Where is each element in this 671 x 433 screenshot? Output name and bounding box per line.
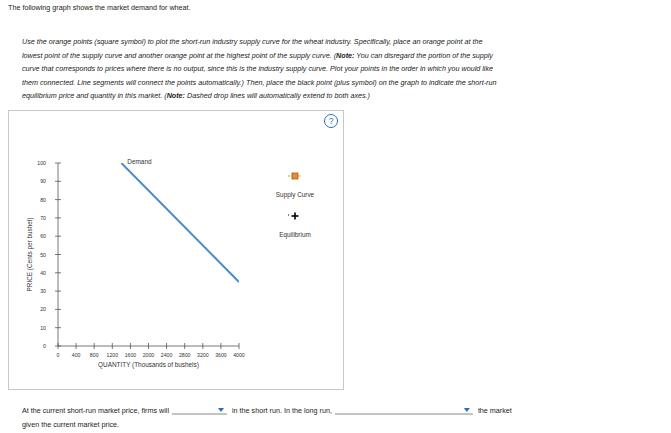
x-tick [166,343,167,349]
x-tick [94,343,95,349]
x-tick [202,343,203,349]
instruction-run: them connected. Line segments will conne… [22,78,497,87]
y-tick-label: 70 [40,215,46,221]
instruction-run: Note: [167,91,186,100]
question-text: At the current short-run market price, f… [22,406,169,415]
dropdown-underline [335,414,473,415]
y-tick [55,309,61,310]
y-tick-label: 90 [40,178,46,184]
tool-label: Supply Curve [276,191,315,199]
instruction-run: equilibrium price and quantity in this m… [22,91,167,100]
tool[interactable]: Equilibrium [279,213,311,240]
page: The following graph shows the market dem… [0,0,671,433]
tool-square [292,173,298,179]
instruction-run: You can disregard the portion of the sup… [354,51,493,60]
x-tick-label: 3200 [197,352,209,358]
instruction-run: Dashed drop lines will automatically ext… [185,91,370,100]
instruction-line: Use the orange points (square symbol) to… [22,37,482,46]
y-tick [55,181,61,182]
question-text: given the current market price. [22,420,119,429]
x-tick [184,343,185,349]
x-tick-label: 1200 [107,352,119,358]
y-tick [55,272,61,273]
y-tick-label: 80 [40,197,46,203]
dropdown[interactable] [335,408,473,414]
y-tick-label: 20 [40,306,46,312]
intro: The following graph shows the market dem… [8,3,191,12]
y-tick [55,217,61,218]
y-tick [55,236,61,237]
y-tick [55,327,61,328]
x-tick-label: 2400 [161,352,173,358]
x-tick [220,343,221,349]
instruction-line: curve that corresponds to prices where t… [22,64,493,73]
y-tick-label: 40 [40,270,46,276]
y-tick [55,291,61,292]
dropdown-underline [172,414,227,415]
help-text: ? [329,116,334,126]
x-tick-label: 4000 [233,352,245,358]
dropdown-arrow [218,408,224,412]
x-axis-label: QUANTITY (Thousands of bushels) [98,361,199,369]
y-tick-label: 100 [37,160,46,166]
y-tick-label: 0 [43,343,46,349]
x-tick-label: 1600 [125,352,137,358]
help-circle [325,115,338,128]
x-tick-label: 2000 [143,352,155,358]
instruction-line: lowest point of the supply curve and ano… [22,51,493,60]
dropdown[interactable] [172,408,227,414]
y-tick-label: 60 [40,233,46,239]
x-tick [76,343,77,349]
series-label: Demand [127,158,152,165]
y-tick-label: 10 [40,325,46,331]
tool[interactable]: Supply Curve [276,173,315,199]
dropdown-arrow [464,408,470,412]
help-icon[interactable]: ? [325,115,338,128]
y-tick [55,163,61,164]
tool-plus-v [294,213,296,220]
y-tick-label: 50 [40,252,46,258]
instruction-run: lowest point of the supply curve and ano… [22,51,337,60]
instruction-run: Use the orange points (square symbol) to… [22,37,482,46]
tool-dash [288,215,290,216]
x-tick-label: 0 [57,352,60,358]
x-tick-label: 800 [90,352,99,358]
x-tick-label: 3600 [215,352,227,358]
x-tick-label: 400 [72,352,81,358]
question-text: the market [478,406,512,415]
y-tick-label: 30 [40,288,46,294]
y-axis-label: PRICE (Cents per bushel) [26,218,34,292]
x-tick [58,343,59,349]
plot-area [121,163,239,282]
x-tick [130,343,131,349]
x-tick [112,343,113,349]
instruction-line: them connected. Line segments will conne… [22,78,497,87]
y-tick [55,254,61,255]
y-tick [55,199,61,200]
graph-panel [9,111,344,390]
instruction-run: curve that corresponds to prices where t… [22,64,493,73]
question-text: in the short run. In the long run, [232,406,332,415]
x-tick [148,343,149,349]
instruction-run: Note: [336,51,355,60]
x-tick [239,343,240,349]
instruction-line: equilibrium price and quantity in this m… [22,91,370,100]
demand-line [121,163,239,282]
tool-label: Equilibrium [279,231,311,239]
x-tick-label: 2800 [179,352,191,358]
